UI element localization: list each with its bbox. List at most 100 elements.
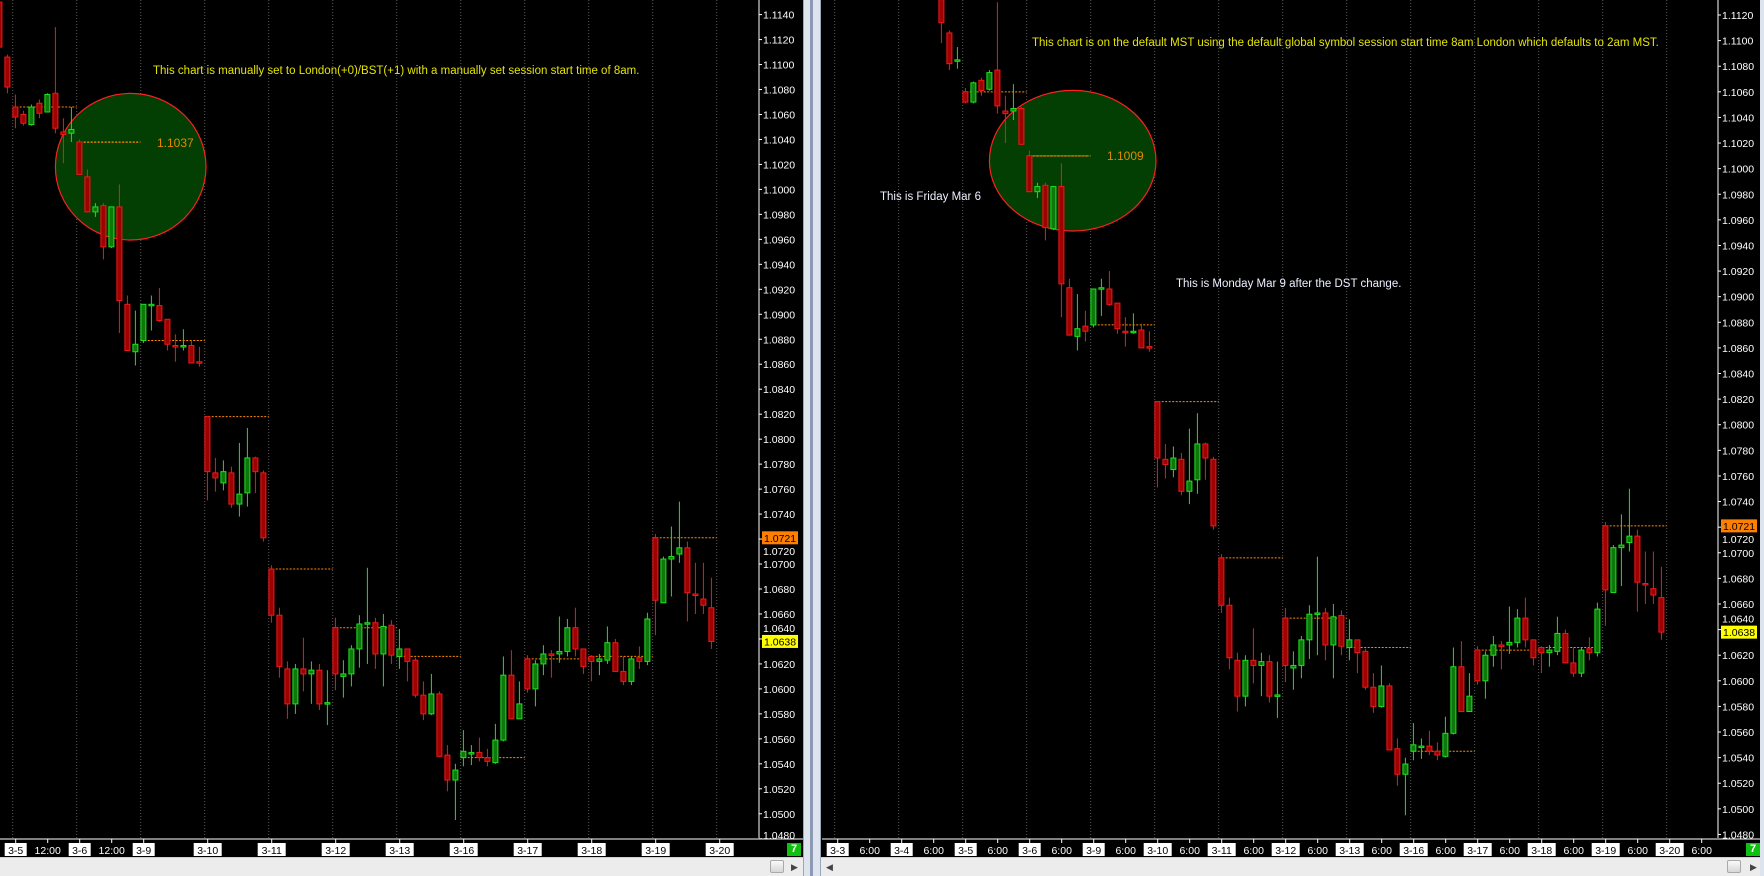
candle-body — [1530, 639, 1537, 659]
candle-up — [1578, 647, 1585, 677]
candle-down — [276, 607, 283, 678]
splitter-grip[interactable] — [810, 0, 813, 876]
candle-up — [1170, 446, 1177, 478]
date-label: 3-6 — [1022, 845, 1037, 857]
candle-down — [1338, 610, 1345, 656]
candle-down — [1562, 629, 1569, 664]
candle-down — [684, 541, 691, 622]
candle-down — [212, 457, 219, 492]
date-label: 3-17 — [517, 845, 538, 857]
candle-down — [1226, 597, 1233, 670]
candle-up — [1402, 757, 1409, 816]
time-label: 6:00 — [1371, 845, 1392, 857]
left-scrollbar[interactable]: ▶ — [0, 857, 803, 876]
candle-body — [540, 653, 547, 665]
time-label: 6:00 — [1499, 845, 1520, 857]
candle-up — [1594, 602, 1601, 657]
right-chart-note: This chart is on the default MST using t… — [1032, 37, 1659, 49]
candle-body — [84, 176, 91, 213]
candle-body — [1370, 686, 1377, 707]
candle-down — [444, 745, 451, 792]
highlight-circle — [988, 89, 1157, 232]
candle-body — [108, 206, 115, 248]
price-tick-label: 1.0560 — [1722, 727, 1754, 739]
price-tick-label: 1.0680 — [1722, 573, 1754, 585]
candle-down — [12, 94, 19, 129]
candle-up — [1450, 647, 1457, 735]
candle-body — [1442, 732, 1449, 757]
candle-body — [204, 416, 211, 473]
candle-body — [452, 769, 459, 781]
date-label: 3-20 — [1659, 845, 1680, 857]
candle-down — [404, 648, 411, 682]
candle-up — [564, 618, 571, 657]
candle-body — [292, 668, 299, 705]
price-tick-label: 1.0860 — [763, 359, 795, 371]
arrow-left-icon[interactable]: ◀ — [826, 862, 833, 872]
candle-down — [196, 346, 203, 367]
candle-down — [580, 648, 587, 674]
candle-body — [428, 693, 435, 715]
price-tick-label: 1.0820 — [763, 409, 795, 421]
candle-down — [588, 655, 595, 682]
candle-down — [284, 661, 291, 719]
right-status-badge: 7 — [1746, 843, 1760, 856]
right-scrollbar[interactable]: ◀ ▶ — [821, 857, 1760, 876]
price-tick-label: 1.0740 — [1722, 497, 1754, 509]
arrow-right-icon[interactable]: ▶ — [791, 862, 798, 872]
price-tick-label: 1.1120 — [1722, 10, 1753, 22]
candle-body — [340, 673, 347, 677]
candle-down — [1002, 95, 1009, 144]
candle-body — [1306, 613, 1313, 641]
candle-down — [1266, 655, 1273, 703]
arrow-right-icon[interactable]: ▶ — [1750, 862, 1757, 872]
candle-body — [1434, 750, 1441, 756]
time-label: 6:00 — [1627, 845, 1648, 857]
time-label: 6:00 — [1051, 845, 1072, 857]
candle-down — [1250, 628, 1257, 684]
price-tag-label: 1.0721 — [764, 533, 796, 545]
candle-body — [1162, 458, 1169, 465]
candle-body — [1570, 662, 1577, 674]
price-tick-label: 1.0800 — [763, 434, 795, 446]
candle-body — [1074, 328, 1081, 337]
left-chart-note: This chart is manually set to London(+0)… — [153, 65, 640, 77]
candle-body — [1514, 617, 1521, 643]
left-scroll-thumb[interactable] — [770, 860, 784, 873]
candle-down — [1498, 641, 1505, 670]
candle-body — [1274, 694, 1281, 697]
candle-body — [1018, 107, 1025, 145]
candle-up — [28, 104, 35, 126]
price-tick-label: 1.0880 — [763, 334, 795, 346]
candle-up — [500, 656, 507, 742]
price-tick-label: 1.1080 — [1722, 61, 1754, 73]
price-tick-label: 1.1100 — [763, 60, 794, 72]
price-tick-label: 1.0920 — [763, 284, 795, 296]
candle-body — [700, 598, 707, 606]
price-tick-label: 1.0900 — [763, 309, 795, 321]
candle-body — [172, 345, 179, 348]
candle-down — [204, 416, 211, 501]
candle-body — [1354, 639, 1361, 654]
candle-up — [540, 645, 547, 676]
candle-body — [1402, 763, 1409, 775]
candle-down — [1538, 646, 1545, 674]
right-scroll-thumb[interactable] — [1727, 860, 1741, 873]
candle-down — [1066, 278, 1073, 336]
date-label-box — [193, 843, 222, 856]
candle-body — [1546, 649, 1553, 654]
candle-body — [1602, 525, 1609, 591]
candle-down — [260, 470, 267, 542]
candle-body — [508, 674, 515, 720]
candle-up — [1298, 635, 1305, 679]
candle-body — [644, 618, 651, 662]
chart-splitter[interactable] — [803, 0, 821, 876]
candle-body — [628, 658, 635, 682]
candle-down — [124, 295, 131, 352]
candle-down — [700, 562, 707, 614]
candle-down — [1146, 331, 1153, 352]
date-label: 3-9 — [1086, 845, 1101, 857]
candle-down — [164, 318, 171, 351]
candle-body — [284, 668, 291, 705]
